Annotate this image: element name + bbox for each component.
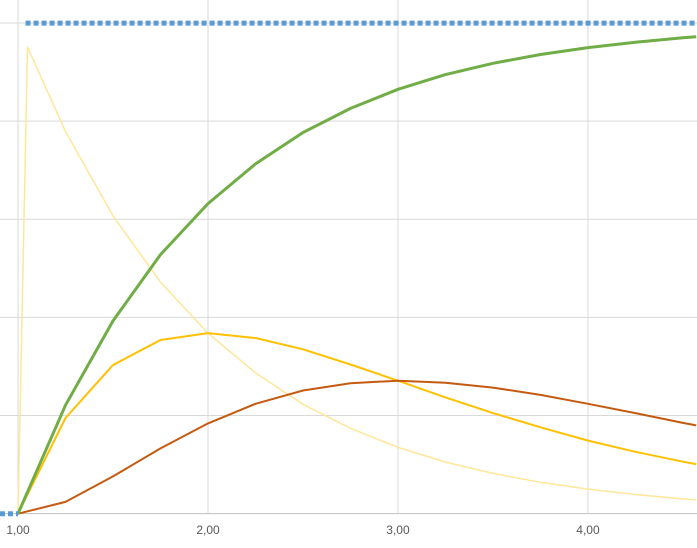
- series-line: [16, 35, 697, 515]
- series-line: [17, 46, 697, 514]
- x-tick-label: 3,00: [386, 523, 410, 537]
- x-tick-label: 2,00: [196, 523, 220, 537]
- series-line: [17, 379, 697, 515]
- series-line: [17, 332, 697, 515]
- x-tick-label: 1,00: [6, 523, 30, 537]
- series-line: [0, 20, 697, 517]
- x-tick-label: 4,00: [576, 523, 600, 537]
